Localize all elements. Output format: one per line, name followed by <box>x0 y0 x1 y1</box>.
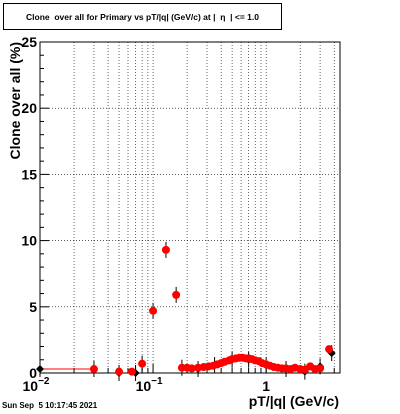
data-point <box>161 245 170 254</box>
x-tick-exponent: −1 <box>151 376 163 387</box>
y-axis-label: Clone over all (%) <box>7 42 23 159</box>
data-point <box>89 365 98 374</box>
data-point <box>325 345 334 354</box>
data-point <box>172 290 181 299</box>
y-tick-label: 5 <box>29 299 37 315</box>
x-tick-exponent: −2 <box>38 376 50 387</box>
x-axis-label: pT/|q| (GeV/c) <box>249 393 339 409</box>
x-tick-label: 1 <box>262 378 270 394</box>
x-tick-label: 10−1 <box>136 376 163 394</box>
data-marks <box>36 241 336 381</box>
data-point <box>138 359 147 368</box>
y-tick-label: 10 <box>21 233 37 249</box>
plot-frame <box>39 41 341 374</box>
data-point <box>149 306 158 315</box>
y-tick-label: 0 <box>29 365 37 381</box>
y-tick-label: 25 <box>21 34 37 50</box>
data-point <box>127 367 136 376</box>
y-tick-label: 15 <box>21 166 37 182</box>
axes: 0 5 10 15 20 25 10−2 10−1 1 <box>21 34 335 394</box>
data-point <box>115 367 124 376</box>
y-tick-label: 20 <box>21 100 37 116</box>
chart-title: Clone over all for Primary vs pT/|q| (Ge… <box>3 3 282 30</box>
data-point <box>316 364 325 373</box>
timestamp: Sun Sep 5 10:17:45 2021 <box>2 401 98 410</box>
grid-lines <box>40 42 340 373</box>
data-point <box>36 365 44 374</box>
x-tick-label: 10−2 <box>23 376 50 394</box>
data-point <box>187 364 196 373</box>
